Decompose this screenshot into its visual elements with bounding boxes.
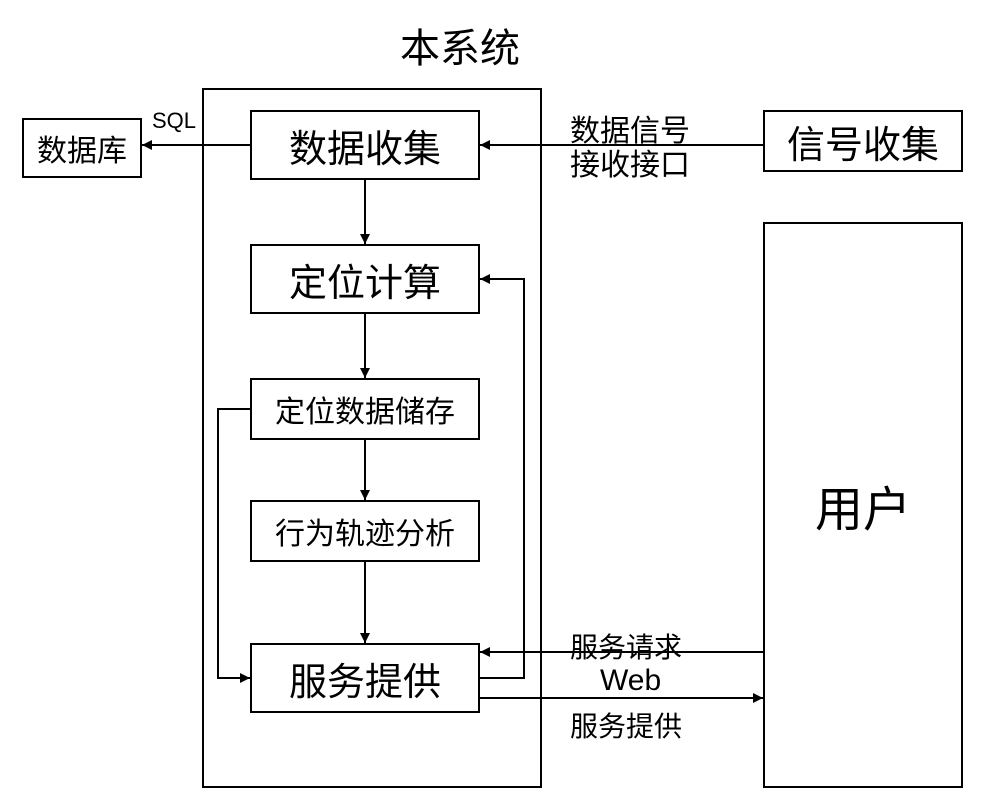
arrows-layer <box>0 0 1000 803</box>
